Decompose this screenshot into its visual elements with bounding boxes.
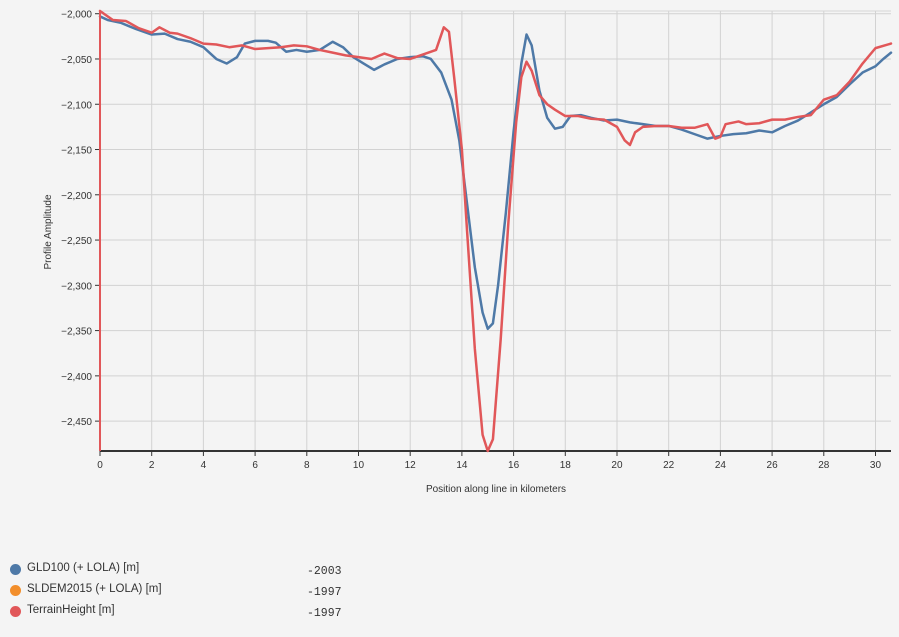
- y-tick-label: −2,200: [61, 191, 92, 202]
- series-color-dot-icon: [10, 585, 21, 596]
- profile-chart: 0 2 4 6 8 10 12 14 16 18 20 22 24 26 28 30−2,000−2,050−…: [43, 9, 893, 495]
- x-tick-label: 12: [405, 460, 417, 471]
- legend-item-sldem2015[interactable]: SLDEM2015 (+ LOLA) [m] -1997: [10, 582, 370, 603]
- y-tick-label: −2,100: [61, 100, 92, 111]
- y-tick-label: −2,000: [61, 10, 92, 21]
- x-tick-label: 4: [201, 460, 207, 471]
- y-tick-label: −2,050: [61, 55, 92, 66]
- x-tick-label: 14: [456, 460, 468, 471]
- legend: GLD100 (+ LOLA) [m] -2003 SLDEM2015 (+ L…: [10, 561, 370, 624]
- legend-item-value: -2003: [307, 565, 342, 578]
- x-tick-label: 8: [304, 460, 310, 471]
- legend-item-value: -1997: [307, 607, 342, 620]
- legend-item-label: TerrainHeight [m]: [27, 604, 115, 616]
- series-lines: [98, 9, 893, 453]
- x-tick-label: 16: [508, 460, 520, 471]
- legend-item-gld100[interactable]: GLD100 (+ LOLA) [m] -2003: [10, 561, 370, 582]
- x-tick-label: 0: [97, 460, 103, 471]
- y-tick-label: −2,250: [61, 236, 92, 247]
- x-tick-label: 18: [560, 460, 572, 471]
- x-tick-label: 24: [715, 460, 727, 471]
- y-tick-label: −2,350: [61, 327, 92, 338]
- legend-item-label: SLDEM2015 (+ LOLA) [m]: [27, 583, 162, 595]
- x-tick-label: 20: [611, 460, 623, 471]
- series-line-2: [98, 9, 893, 453]
- series-line-0: [98, 15, 893, 331]
- x-tick-label: 28: [818, 460, 830, 471]
- y-tick-label: −2,150: [61, 146, 92, 157]
- x-tick-label: 30: [870, 460, 882, 471]
- series-color-dot-icon: [10, 606, 21, 617]
- x-tick-label: 22: [663, 460, 675, 471]
- y-tick-label: −2,450: [61, 417, 92, 428]
- y-tick-label: −2,300: [61, 281, 92, 292]
- grid: [99, 10, 891, 451]
- legend-item-terrain-height[interactable]: TerrainHeight [m] -1997: [10, 603, 370, 624]
- y-tick-label: −2,400: [61, 372, 92, 383]
- legend-item-label: GLD100 (+ LOLA) [m]: [27, 562, 140, 574]
- x-tick-label: 6: [252, 460, 258, 471]
- legend-item-value: -1997: [307, 586, 342, 599]
- x-tick-label: 26: [767, 460, 779, 471]
- x-tick-label: 10: [353, 460, 365, 471]
- x-axis-title: Position along line in kilometers: [426, 484, 566, 495]
- series-color-dot-icon: [10, 564, 21, 575]
- x-tick-label: 2: [149, 460, 155, 471]
- y-axis-title: Profile Amplitude: [43, 194, 54, 269]
- axes: 0 2 4 6 8 10 12 14 16 18 20 22 24 26 28 30−2,000−2,050−…: [61, 10, 891, 471]
